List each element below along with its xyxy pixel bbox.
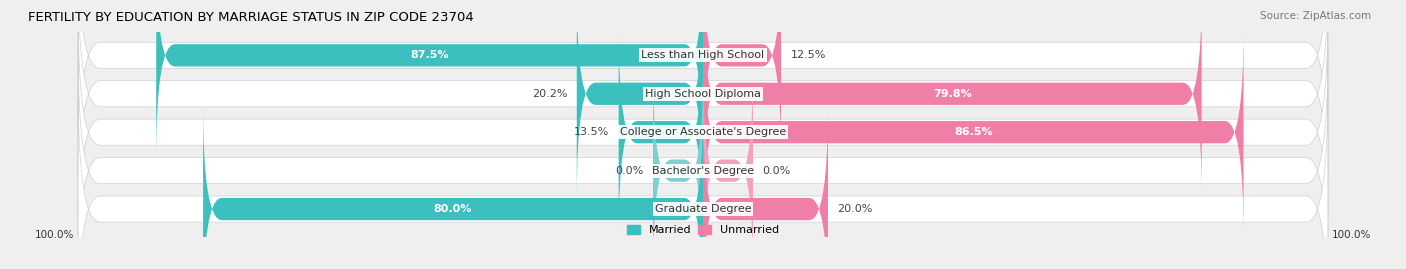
Text: 0.0%: 0.0% [616,166,644,176]
FancyBboxPatch shape [703,66,754,269]
Text: 20.0%: 20.0% [838,204,873,214]
Text: College or Associate's Degree: College or Associate's Degree [620,127,786,137]
Text: Graduate Degree: Graduate Degree [655,204,751,214]
Text: 80.0%: 80.0% [434,204,472,214]
FancyBboxPatch shape [79,11,1327,254]
Text: 12.5%: 12.5% [790,50,825,60]
FancyBboxPatch shape [619,28,703,236]
FancyBboxPatch shape [79,88,1327,269]
Text: 100.0%: 100.0% [1333,230,1372,240]
Text: 13.5%: 13.5% [574,127,609,137]
FancyBboxPatch shape [79,0,1327,215]
Text: FERTILITY BY EDUCATION BY MARRIAGE STATUS IN ZIP CODE 23704: FERTILITY BY EDUCATION BY MARRIAGE STATU… [28,11,474,24]
Text: 100.0%: 100.0% [34,230,73,240]
Text: 79.8%: 79.8% [934,89,972,99]
Text: High School Diploma: High School Diploma [645,89,761,99]
FancyBboxPatch shape [703,28,1243,236]
Text: 20.2%: 20.2% [531,89,568,99]
Text: Bachelor's Degree: Bachelor's Degree [652,166,754,176]
Text: Source: ZipAtlas.com: Source: ZipAtlas.com [1260,11,1371,21]
FancyBboxPatch shape [156,0,703,160]
Text: 87.5%: 87.5% [411,50,449,60]
FancyBboxPatch shape [79,49,1327,269]
FancyBboxPatch shape [79,0,1327,177]
FancyBboxPatch shape [652,66,703,269]
FancyBboxPatch shape [576,0,703,198]
Text: 0.0%: 0.0% [762,166,790,176]
FancyBboxPatch shape [703,0,782,160]
Legend: Married, Unmarried: Married, Unmarried [627,225,779,235]
FancyBboxPatch shape [703,0,1202,198]
FancyBboxPatch shape [202,105,703,269]
Text: Less than High School: Less than High School [641,50,765,60]
FancyBboxPatch shape [703,105,828,269]
Text: 86.5%: 86.5% [953,127,993,137]
